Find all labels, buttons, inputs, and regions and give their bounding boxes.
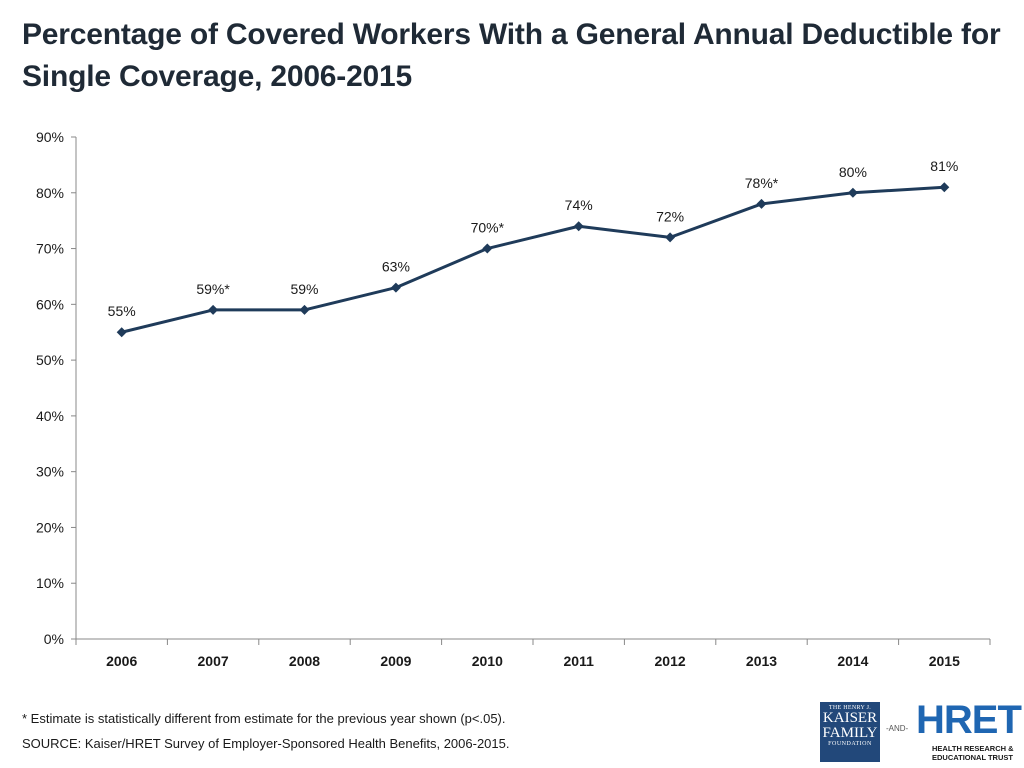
data-label: 63% xyxy=(382,259,410,275)
data-point-marker xyxy=(299,304,310,315)
logo-group: THE HENRY J. KAISER FAMILY FOUNDATION -A… xyxy=(820,698,1024,764)
kff-logo-line4: FOUNDATION xyxy=(828,741,872,747)
x-tick-label: 2010 xyxy=(472,653,503,669)
hret-logo: HRET xyxy=(916,698,1022,742)
y-tick-label: 60% xyxy=(36,296,64,312)
kff-logo: THE HENRY J. KAISER FAMILY FOUNDATION xyxy=(820,702,880,762)
x-tick-label: 2007 xyxy=(198,653,229,669)
data-point-marker xyxy=(208,304,219,315)
x-tick-label: 2013 xyxy=(746,653,777,669)
data-label: 81% xyxy=(930,158,958,174)
data-label: 55% xyxy=(108,303,136,319)
hret-sub-line2: EDUCATIONAL TRUST xyxy=(932,753,1013,762)
x-tick-label: 2014 xyxy=(837,653,868,669)
y-tick-label: 0% xyxy=(44,631,64,647)
and-separator: -AND- xyxy=(886,724,909,733)
hret-logo-subtitle: HEALTH RESEARCH & EDUCATIONAL TRUST xyxy=(932,744,1024,762)
data-point-marker xyxy=(390,282,401,293)
data-label: 80% xyxy=(839,164,867,180)
y-tick-label: 30% xyxy=(36,464,64,480)
data-label: 74% xyxy=(565,197,593,213)
data-label: 59%* xyxy=(196,281,230,297)
x-tick-label: 2015 xyxy=(929,653,960,669)
data-label: 70%* xyxy=(471,220,505,236)
y-tick-label: 50% xyxy=(36,352,64,368)
data-point-marker xyxy=(573,221,584,232)
y-tick-label: 70% xyxy=(36,241,64,257)
x-tick-label: 2006 xyxy=(106,653,137,669)
x-tick-label: 2012 xyxy=(655,653,686,669)
data-point-marker xyxy=(756,198,767,209)
data-point-marker xyxy=(482,243,493,254)
y-tick-label: 40% xyxy=(36,408,64,424)
x-tick-label: 2008 xyxy=(289,653,320,669)
data-label: 78%* xyxy=(745,175,779,191)
chart-title: Percentage of Covered Workers With a Gen… xyxy=(22,18,1001,93)
data-point-marker xyxy=(665,232,676,243)
kff-logo-line2: KAISER xyxy=(822,710,878,726)
hret-sub-line1: HEALTH RESEARCH & xyxy=(932,744,1014,753)
series-line xyxy=(121,185,945,334)
data-label: 59% xyxy=(290,281,318,297)
y-tick-label: 80% xyxy=(36,185,64,201)
significance-footnote: * Estimate is statistically different fr… xyxy=(22,711,506,726)
y-tick-label: 10% xyxy=(36,575,64,591)
line-chart: 0% 10% 20% 30% 40% 50% 60% 70% 80% 90% 2006 2007 200… xyxy=(36,129,991,669)
x-tick-label: 2009 xyxy=(380,653,411,669)
data-label: 72% xyxy=(656,208,684,224)
y-tick-label: 20% xyxy=(36,519,64,535)
y-tick-label: 90% xyxy=(36,129,64,145)
kff-logo-line1: THE HENRY J. xyxy=(828,705,872,711)
x-tick-label: 2011 xyxy=(564,653,595,669)
data-point-marker xyxy=(939,182,950,193)
kff-logo-line3: FAMILY xyxy=(822,725,878,741)
data-point-marker xyxy=(847,187,858,198)
source-footnote: SOURCE: Kaiser/HRET Survey of Employer-S… xyxy=(22,736,510,751)
data-point-marker xyxy=(116,327,127,338)
